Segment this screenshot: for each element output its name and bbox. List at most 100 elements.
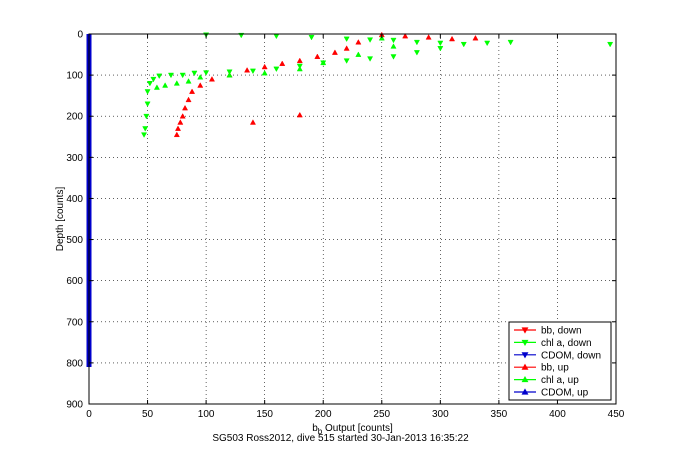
legend-entry: bb, down xyxy=(541,326,582,337)
data-point-chl-a-down xyxy=(390,37,397,44)
data-point-bb-up xyxy=(179,113,186,119)
data-point-chl-a-down xyxy=(167,72,175,79)
data-point-bb-up xyxy=(314,53,321,59)
legend-box xyxy=(508,321,612,401)
x-axis-label-main: b xyxy=(312,423,318,434)
legend-swatch-marker xyxy=(521,339,529,347)
data-point-chl-a-down xyxy=(367,56,374,62)
data-point-bb-up xyxy=(296,57,303,64)
y-tick-label: 900 xyxy=(66,400,83,411)
legend-swatch-marker xyxy=(521,327,529,334)
data-point-bb-up xyxy=(197,82,204,88)
data-point-bb-up xyxy=(425,34,432,40)
legend-entry: bb, up xyxy=(541,363,569,374)
y-tick-label: 600 xyxy=(66,276,83,287)
data-point-chl-a-down xyxy=(142,126,149,132)
x-tick-label: 150 xyxy=(256,409,273,420)
data-point-chl-a-down xyxy=(249,68,256,75)
legend-entry: CDOM, up xyxy=(541,388,589,399)
x-tick-label: 100 xyxy=(198,409,215,420)
data-point-bb-up xyxy=(296,111,303,118)
data-point-chl-a-down xyxy=(437,46,444,52)
y-tick-label: 100 xyxy=(66,71,83,82)
data-point-chl-a-down xyxy=(143,113,150,120)
data-point-chl-a-down xyxy=(273,33,280,40)
y-tick-label: 700 xyxy=(66,317,83,328)
x-tick-label: 50 xyxy=(142,409,154,420)
data-point-chl-a-down xyxy=(607,41,614,48)
x-tick-label: 250 xyxy=(373,409,390,420)
data-point-bb-up xyxy=(185,96,192,103)
y-axis-label: Depth [counts] xyxy=(55,187,66,252)
data-point-chl-a-down xyxy=(308,34,315,41)
data-point-chl-a-down xyxy=(437,40,444,47)
data-point-bb-up xyxy=(472,34,479,41)
data-point-chl-a-up xyxy=(197,74,204,80)
x-axis-label-rest: Output [counts] xyxy=(322,423,393,434)
y-tick-label: 200 xyxy=(66,112,83,123)
x-tick-label: 300 xyxy=(432,409,449,420)
data-point-chl-a-down xyxy=(343,58,350,64)
plot-frame xyxy=(88,33,617,405)
data-point-chl-a-up xyxy=(226,71,233,78)
data-point-bb-up xyxy=(189,88,196,94)
data-point-chl-a-down xyxy=(150,76,157,83)
data-point-chl-a-down xyxy=(390,54,397,60)
legend-swatch-marker xyxy=(521,352,529,359)
data-point-chl-a-down xyxy=(343,36,350,43)
data-point-chl-a-up xyxy=(355,51,362,57)
data-point-chl-a-down xyxy=(413,39,420,46)
legend-entry: chl a, down xyxy=(541,338,592,349)
data-point-bb-up xyxy=(177,119,184,125)
legend-swatch-marker xyxy=(521,375,529,383)
data-point-chl-a-up xyxy=(173,80,180,86)
x-axis-label: bb Output [counts] xyxy=(312,423,393,436)
y-tick-label: 400 xyxy=(66,194,83,205)
data-point-bb-up xyxy=(331,49,338,55)
data-point-bb-up xyxy=(182,104,189,111)
data-point-chl-a-down xyxy=(141,132,148,138)
data-point-chl-a-up xyxy=(296,65,303,72)
data-point-chl-a-down xyxy=(203,70,210,76)
legend-entry: chl a, up xyxy=(541,375,579,386)
data-point-chl-a-up xyxy=(153,84,160,90)
y-tick-label: 800 xyxy=(66,358,83,369)
data-point-bb-up xyxy=(244,67,251,73)
data-point-chl-a-down xyxy=(146,81,153,87)
x-tick-label: 350 xyxy=(491,409,508,420)
x-tick-label: 450 xyxy=(608,409,625,420)
data-point-chl-a-up xyxy=(185,78,192,84)
data-point-chl-a-up xyxy=(320,59,327,66)
data-point-chl-a-down xyxy=(156,73,163,80)
data-point-bb-up xyxy=(343,45,350,51)
y-tick-label: 300 xyxy=(66,153,83,164)
data-point-bb-up xyxy=(449,35,456,42)
data-point-chl-a-down xyxy=(191,70,198,77)
legend-entry: CDOM, down xyxy=(541,350,601,361)
data-point-chl-a-down xyxy=(144,101,151,108)
data-point-chl-a-down xyxy=(484,40,491,47)
data-point-chl-a-down xyxy=(507,39,514,46)
caption: SG503 Ross2012, dive 515 started 30-Jan-… xyxy=(212,433,469,444)
data-point-bb-up xyxy=(261,63,268,70)
y-tick-label: 0 xyxy=(77,30,83,41)
data-point-chl-a-down xyxy=(460,41,467,48)
data-point-chl-a-down xyxy=(413,50,420,56)
data-point-bb-up xyxy=(279,60,286,66)
data-point-bb-up xyxy=(249,119,256,125)
x-tick-label: 200 xyxy=(315,409,332,420)
x-axis-label-sub: b xyxy=(318,427,323,436)
legend-swatch-marker xyxy=(521,388,529,395)
data-point-chl-a-up xyxy=(390,43,397,49)
data-point-chl-a-up xyxy=(261,69,268,76)
y-tick-label: 500 xyxy=(66,235,83,246)
data-point-chl-a-down xyxy=(179,72,186,79)
x-tick-label: 0 xyxy=(86,409,92,420)
data-point-bb-up xyxy=(173,131,180,138)
data-point-bb-up xyxy=(208,76,215,82)
tick-layer: 0 50 100 150 200 250 300 350 400 450 0 100 200 300 400… xyxy=(66,30,624,421)
data-point-chl-a-down xyxy=(273,66,280,73)
data-point-chl-a-down xyxy=(367,37,374,43)
